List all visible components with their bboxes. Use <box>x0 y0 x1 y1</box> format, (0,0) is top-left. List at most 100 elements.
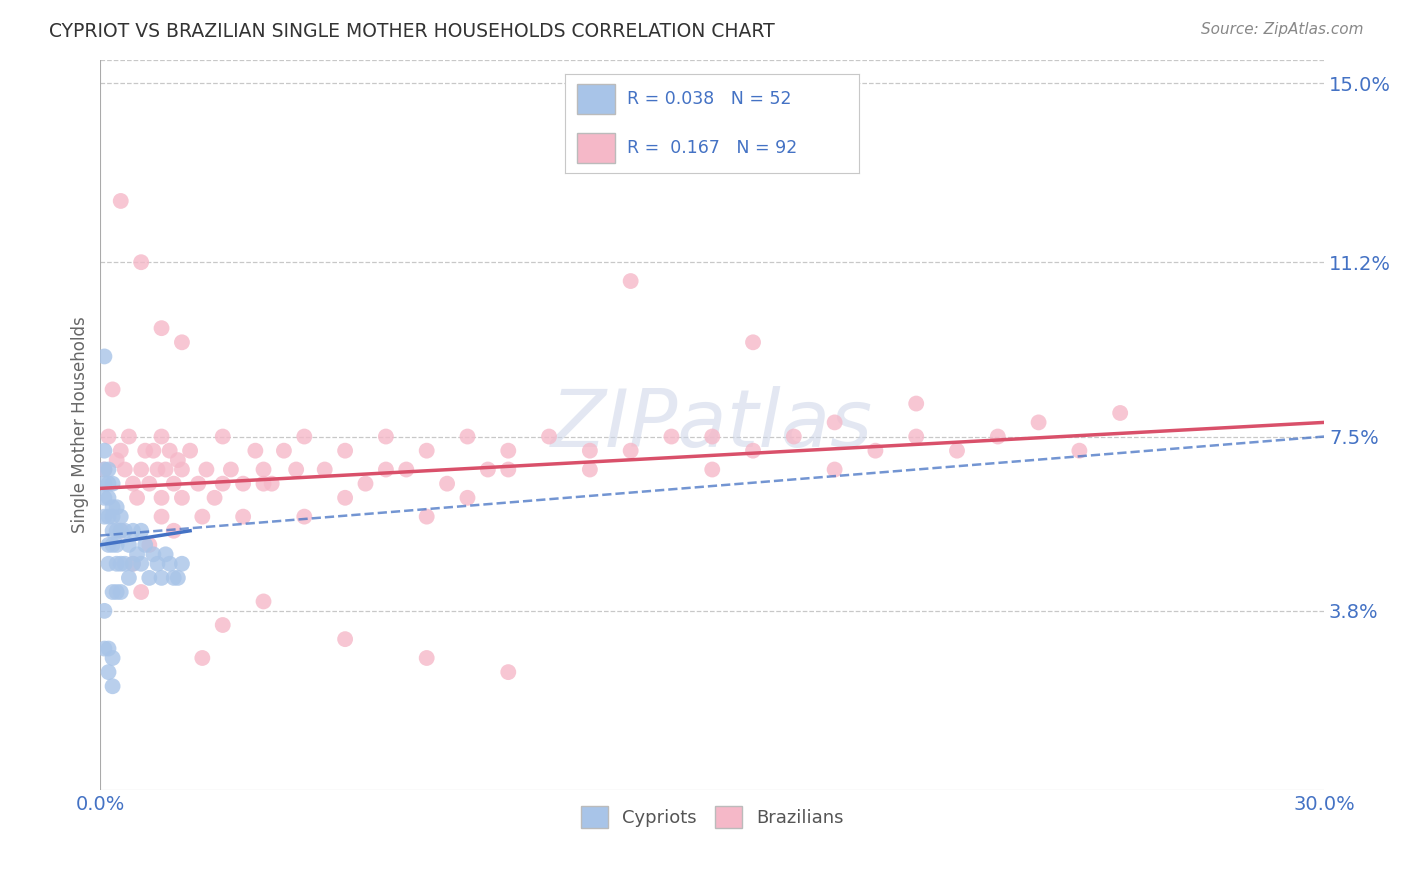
Point <box>146 462 169 476</box>
Point <box>191 509 214 524</box>
Point <box>97 491 120 505</box>
Point <box>211 618 233 632</box>
Point <box>101 509 124 524</box>
Point <box>93 443 115 458</box>
Point <box>155 462 177 476</box>
Point <box>579 443 602 458</box>
Point <box>97 538 120 552</box>
Point <box>93 509 115 524</box>
Point <box>97 462 120 476</box>
Point <box>415 443 437 458</box>
Point <box>285 462 308 476</box>
Point <box>138 538 160 552</box>
Point <box>110 585 132 599</box>
Point <box>101 500 124 515</box>
Point <box>101 476 124 491</box>
Point <box>187 476 209 491</box>
Point <box>93 476 115 491</box>
Point <box>150 571 173 585</box>
Point <box>138 476 160 491</box>
Point <box>142 443 165 458</box>
Point <box>620 443 643 458</box>
Point <box>101 651 124 665</box>
Point <box>97 665 120 680</box>
Point <box>170 557 193 571</box>
Point <box>110 509 132 524</box>
Text: Source: ZipAtlas.com: Source: ZipAtlas.com <box>1201 22 1364 37</box>
Point <box>245 443 267 458</box>
Point <box>101 679 124 693</box>
Point <box>125 491 148 505</box>
Point <box>122 557 145 571</box>
Point <box>101 524 124 538</box>
Point <box>498 443 520 458</box>
Y-axis label: Single Mother Households: Single Mother Households <box>72 317 89 533</box>
Point <box>374 462 396 476</box>
Point <box>456 429 478 443</box>
Point <box>101 585 124 599</box>
Point <box>824 416 846 430</box>
Point <box>211 476 233 491</box>
Point <box>118 429 141 443</box>
Point <box>150 509 173 524</box>
Point <box>333 443 356 458</box>
Point <box>273 443 295 458</box>
Point <box>105 500 128 515</box>
Point <box>122 476 145 491</box>
Point <box>125 547 148 561</box>
Point <box>93 604 115 618</box>
Point <box>191 651 214 665</box>
Point <box>134 538 156 552</box>
Point <box>114 462 136 476</box>
Point <box>620 274 643 288</box>
Point <box>118 571 141 585</box>
Point <box>252 594 274 608</box>
Point <box>97 641 120 656</box>
Point <box>142 547 165 561</box>
Point <box>579 462 602 476</box>
Point <box>415 509 437 524</box>
Point <box>163 476 186 491</box>
Point <box>333 632 356 647</box>
Point <box>155 547 177 561</box>
Point <box>110 194 132 208</box>
Point <box>395 462 418 476</box>
Point <box>170 335 193 350</box>
Legend: Cypriots, Brazilians: Cypriots, Brazilians <box>574 799 851 836</box>
Point <box>498 462 520 476</box>
Point <box>702 429 724 443</box>
Point <box>661 429 683 443</box>
Point <box>252 476 274 491</box>
Point <box>163 524 186 538</box>
Point <box>292 429 315 443</box>
Point <box>260 476 283 491</box>
Point <box>333 491 356 505</box>
Point <box>105 557 128 571</box>
Point <box>150 321 173 335</box>
Point <box>110 443 132 458</box>
Point <box>93 462 115 476</box>
Point <box>129 524 152 538</box>
Point <box>179 443 201 458</box>
Text: CYPRIOT VS BRAZILIAN SINGLE MOTHER HOUSEHOLDS CORRELATION CHART: CYPRIOT VS BRAZILIAN SINGLE MOTHER HOUSE… <box>49 22 775 41</box>
Point <box>783 429 806 443</box>
Point <box>166 571 188 585</box>
Point <box>159 557 181 571</box>
Point <box>105 538 128 552</box>
Point <box>146 557 169 571</box>
Point <box>105 585 128 599</box>
Point <box>702 462 724 476</box>
Point <box>101 383 124 397</box>
Point <box>232 476 254 491</box>
Point <box>905 396 928 410</box>
Point <box>93 491 115 505</box>
Point <box>456 491 478 505</box>
Point <box>946 443 969 458</box>
Point <box>138 571 160 585</box>
Point <box>105 453 128 467</box>
Point <box>101 538 124 552</box>
Point <box>170 491 193 505</box>
Text: ZIPatlas: ZIPatlas <box>551 385 873 464</box>
Point <box>1109 406 1132 420</box>
Point <box>865 443 887 458</box>
